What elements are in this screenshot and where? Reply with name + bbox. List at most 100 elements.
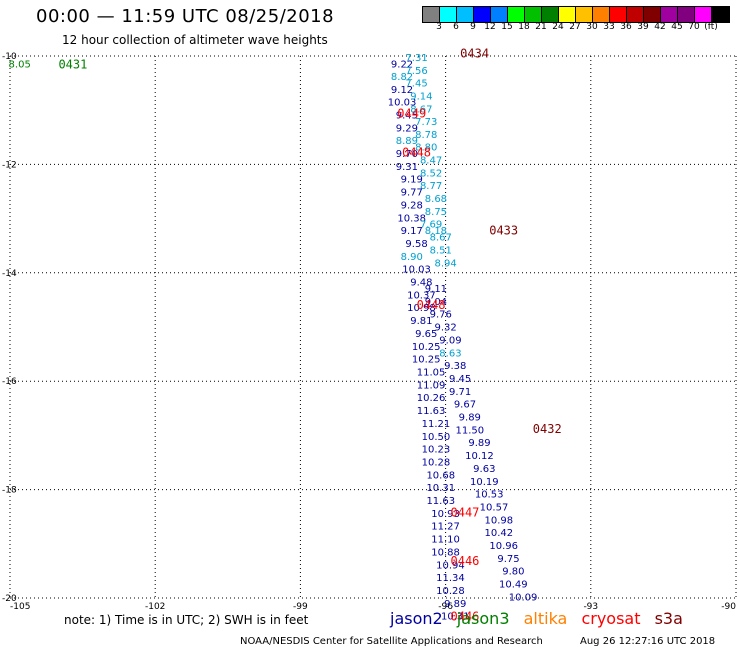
track-label: 0446 (451, 554, 480, 568)
data-point-jason3: 7.56 (405, 66, 427, 77)
data-point-jason3: 8.78 (415, 130, 437, 141)
x-tick-label: -99 (293, 602, 308, 612)
legend-swatch (695, 7, 712, 22)
footer-timestamp: Aug 26 12:27:16 UTC 2018 (580, 636, 716, 647)
data-point-jason2: 10.94 (436, 560, 465, 571)
legend-label: 39 (637, 22, 649, 32)
footer-note: note: 1) Time is in UTC; 2) SWH is in fe… (64, 613, 309, 627)
data-point-jason2: 11.63 (426, 496, 455, 507)
data-point-jason3: 8.47 (420, 156, 442, 167)
data-point-jason2: 9.29 (396, 124, 418, 135)
data-point-jason2: 9.80 (502, 566, 524, 577)
x-tick-label: -93 (583, 602, 598, 612)
data-point-jason3: 8.18 (425, 226, 447, 237)
satellite-name-cryosat: cryosat (581, 609, 641, 628)
data-point-jason2: 10.25 (412, 354, 441, 365)
data-point-jason2: 9.11 (425, 284, 447, 295)
data-point-jason2: 11.27 (431, 521, 460, 532)
data-point-jason2: 10.98 (407, 303, 436, 314)
chart-title: 00:00 — 11:59 UTC 08/25/2018 (36, 6, 335, 27)
legend-label: 24 (552, 22, 564, 32)
data-point-jason3: 9.14 (410, 92, 432, 103)
satellite-legend: jason2 jason3 altika cryosat s3a (390, 609, 692, 628)
legend-label: 30 (586, 22, 598, 32)
data-point-jason2: 9.45 (449, 374, 471, 385)
legend-label: 21 (535, 22, 547, 32)
data-point-jason3: 8.68 (425, 194, 447, 205)
track-label: 0448 (402, 145, 431, 159)
track-label: 0434 (460, 47, 489, 61)
footer-credit: NOAA/NESDIS Center for Satellite Applica… (240, 636, 543, 647)
data-point-jason3: 8.63 (439, 348, 461, 359)
x-tick-label: -105 (10, 602, 30, 612)
data-point-jason2: 10.57 (480, 502, 509, 513)
legend-label: 15 (501, 22, 513, 32)
legend-label: 3 (436, 22, 442, 32)
data-point-jason2: 9.63 (473, 464, 495, 475)
data-point-jason2: 9.67 (454, 399, 476, 410)
data-point-jason2: 11.21 (422, 419, 451, 430)
data-point-jason3: 8.67 (410, 105, 432, 116)
data-point-jason2: 10.31 (426, 483, 455, 494)
data-point-jason2: 11.10 (431, 534, 460, 545)
data-point-jason2: 9.70 (396, 149, 418, 160)
data-point-jason2: 10.28 (436, 586, 465, 597)
data-point-jason3: 8.94 (434, 259, 456, 270)
data-point-jason2: 11.63 (417, 406, 446, 417)
legend-swatch (644, 7, 661, 22)
x-tick-label: -90 (721, 602, 736, 612)
data-point-jason2: 9.81 (410, 316, 432, 327)
data-point-jason3: 8.51 (430, 245, 452, 256)
data-point-jason2: 9.04 (425, 297, 447, 308)
legend-swatch (661, 7, 678, 22)
data-point-jason2: 9.89 (459, 412, 481, 423)
track-label: 0446 (451, 609, 480, 623)
legend-label: 45 (671, 22, 683, 32)
data-point-jason2: 9.65 (415, 329, 437, 340)
y-tick-label: -16 (2, 377, 17, 387)
track-label: 0433 (489, 223, 518, 237)
data-point-jason2: 9.76 (430, 309, 452, 320)
legend-label: (ft) (704, 22, 718, 32)
legend-swatch (593, 7, 610, 22)
data-point-jason3: 8.82 (391, 72, 413, 83)
data-point-jason2: 10.38 (397, 214, 426, 225)
legend-swatch (542, 7, 559, 22)
data-point-jason2: 10.49 (499, 579, 528, 590)
legend-swatch (610, 7, 627, 22)
data-point-jason2: 10.37 (407, 290, 436, 301)
data-point-jason2: 9.38 (444, 361, 466, 372)
data-point-jason2: 10.09 (509, 592, 538, 603)
color-legend-labels: 3 6 9 12 15 18 21 24 27 30 33 36 39 42 45 70 (ft) (422, 22, 740, 34)
legend-label: 9 (470, 22, 476, 32)
data-point-jason3: 7.31 (405, 53, 427, 64)
y-tick-label: -14 (2, 269, 17, 279)
chart-subtitle: 12 hour collection of altimeter wave hei… (62, 33, 328, 47)
data-point-jason3: 8.90 (401, 252, 423, 263)
data-point-jason2: 10.96 (489, 541, 518, 552)
data-point-jason3: 8.52 (420, 169, 442, 180)
legend-swatch (712, 7, 729, 22)
data-point-jason3: 8.75 (425, 207, 447, 218)
legend-label: 70 (688, 22, 700, 32)
data-point-jason2: 10.42 (485, 528, 514, 539)
legend-label: 27 (569, 22, 581, 32)
satellite-name-altika: altika (523, 609, 568, 628)
legend-swatch (508, 7, 525, 22)
track-label: 0431 (58, 58, 87, 72)
data-point-jason2: 10.68 (426, 470, 455, 481)
y-tick-label: -20 (2, 594, 17, 604)
data-point-jason2: 10.25 (412, 342, 441, 353)
track-label: 0432 (533, 422, 562, 436)
data-point-jason2: 10.03 (388, 98, 417, 109)
data-point-jason2: 9.89 (444, 599, 466, 610)
satellite-name-jason2: jason2 (390, 609, 443, 628)
color-legend-bar (422, 6, 730, 23)
data-point-jason2: 9.17 (401, 226, 423, 237)
data-point-jason2: 10.98 (485, 515, 514, 526)
data-point-altika: 8.05 (9, 60, 31, 71)
data-point-jason2: 11.05 (417, 367, 446, 378)
data-point-jason3: 7.69 (420, 219, 442, 230)
data-point-jason2: 9.32 (434, 322, 456, 333)
track-label: 0448 (417, 298, 446, 312)
